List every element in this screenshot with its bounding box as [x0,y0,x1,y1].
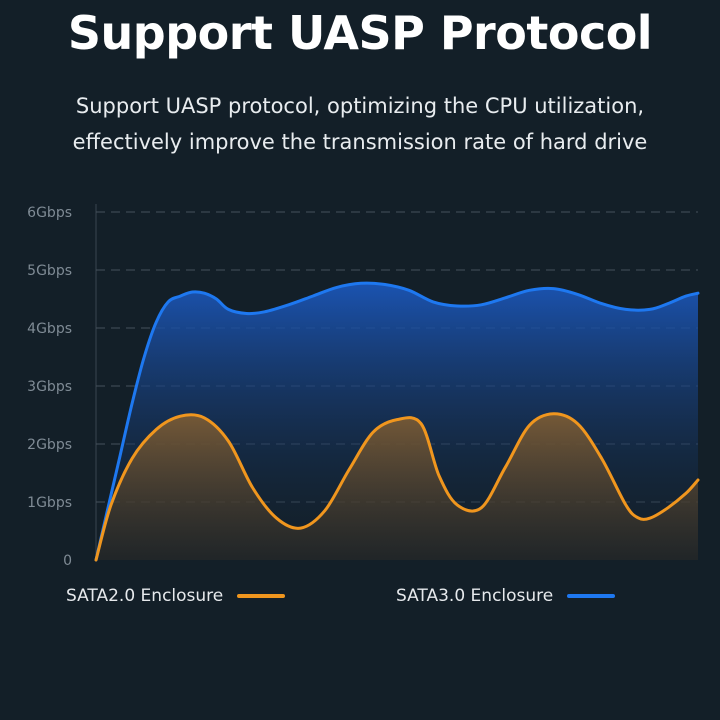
legend-label-sata3: SATA3.0 Enclosure [396,586,554,606]
throughput-chart: 0 1Gbps 2Gbps 3Gbps 4Gbps 5Gbps 6Gbps [27,204,700,569]
legend-item-sata2: SATA2.0 Enclosure [66,586,286,606]
y-tick-label: 4Gbps [27,321,72,337]
page-title: Support UASP Protocol [67,6,653,60]
series-line-sata3 [94,281,700,562]
y-tick-label: 1Gbps [27,495,72,511]
area-sata2 [96,413,698,560]
y-tick-label: 3Gbps [27,379,72,395]
legend-item-sata3: SATA3.0 Enclosure [396,586,616,606]
y-axis-labels: 0 1Gbps 2Gbps 3Gbps 4Gbps 5Gbps 6Gbps [27,205,72,569]
subtitle-line-2: effectively improve the transmission rat… [72,130,648,154]
legend-swatch-sata3 [567,594,616,598]
page-subtitle: Support UASP protocol, optimizing the CP… [0,88,720,160]
legend-swatch-sata2 [237,594,286,598]
y-tick-label: 2Gbps [27,437,72,453]
subtitle-line-1: Support UASP protocol, optimizing the CP… [75,94,645,118]
series-lines [94,281,700,562]
y-tick-label: 0 [63,553,72,569]
series-line-sata2 [94,412,700,562]
y-tick-label: 6Gbps [27,205,72,221]
legend-label-sata2: SATA2.0 Enclosure [66,586,224,606]
y-tick-label: 5Gbps [27,263,72,279]
series-areas [96,283,698,560]
